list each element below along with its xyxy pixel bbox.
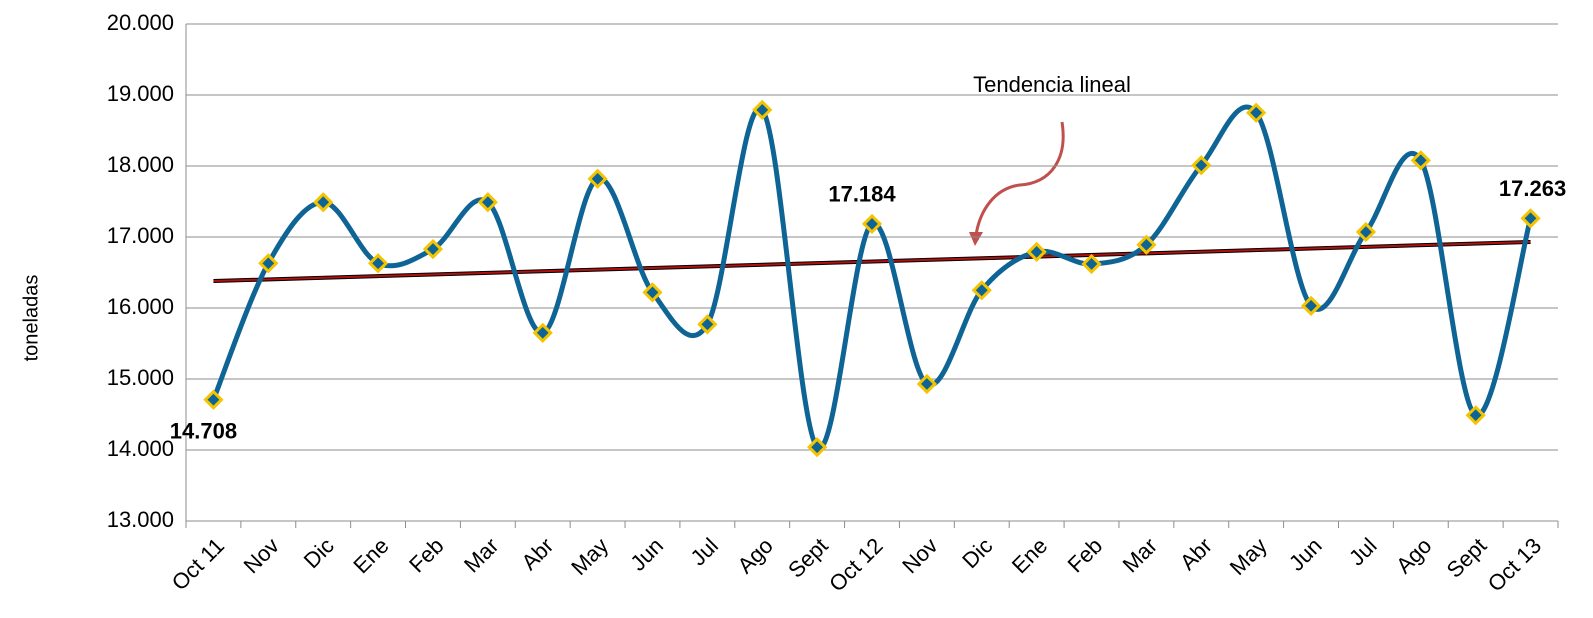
data-label: 17.184 [828, 182, 896, 207]
x-tick-label: Abr [1175, 533, 1217, 575]
marker [1300, 295, 1322, 316]
marker [916, 373, 938, 395]
marker [587, 168, 608, 189]
x-tick-label: Oct 13 [1483, 533, 1547, 597]
marker [1081, 253, 1102, 275]
data-label: 17.263 [1499, 176, 1566, 201]
annotation-arrowhead [969, 232, 983, 246]
y-tick-label: 16.000 [107, 294, 174, 319]
annotation-arrow [974, 121, 1065, 236]
marker [1355, 221, 1377, 243]
x-tick-label: Jun [625, 533, 668, 576]
marker [477, 192, 498, 213]
y-tick-label: 13.000 [107, 507, 174, 532]
marker [697, 314, 718, 335]
marker [203, 389, 224, 410]
x-tick-label: Oct 12 [824, 533, 888, 597]
marker [532, 322, 553, 343]
y-tick-label: 18.000 [107, 152, 174, 177]
y-tick-label: 15.000 [107, 365, 174, 390]
marker [1520, 208, 1541, 229]
marker [1465, 405, 1486, 426]
y-tick-label: 17.000 [107, 223, 174, 248]
x-tick-label: Mar [459, 533, 503, 577]
marker [1246, 102, 1267, 123]
y-axis-label: toneladas [20, 275, 42, 362]
annotation: Tendencia lineal [973, 72, 1131, 97]
y-tick-label: 14.000 [107, 436, 174, 461]
marker [1026, 241, 1047, 263]
x-tick-label: Abr [516, 533, 558, 575]
y-tick-label: 20.000 [107, 10, 174, 35]
marker [1136, 234, 1157, 255]
marker [642, 282, 663, 303]
x-tick-label: Ene [1007, 533, 1052, 578]
x-tick-label: Oct 11 [167, 533, 229, 595]
line [211, 104, 1533, 451]
marker [971, 280, 992, 301]
x-tick-label: May [566, 533, 613, 580]
marker [806, 437, 828, 458]
y-tick-label: 19.000 [107, 81, 174, 106]
marker [422, 238, 444, 260]
trendline [213, 240, 1531, 283]
x-tick-label: Dic [957, 533, 997, 573]
x-tick-label: Ago [1391, 533, 1436, 578]
x-tick-label: Feb [1063, 533, 1107, 577]
x-tick-label: Jun [1284, 533, 1327, 576]
x-tick-label: Nov [897, 533, 942, 578]
marker [258, 253, 279, 274]
x-tick-label: Feb [404, 533, 448, 577]
x-tick-label: Ago [733, 533, 778, 578]
x-tick-label: Mar [1118, 533, 1162, 577]
marker [367, 253, 389, 274]
x-tick-label: May [1225, 533, 1272, 580]
marker [752, 99, 773, 121]
marker [313, 192, 334, 213]
marker [861, 213, 883, 235]
marker [1191, 155, 1212, 176]
x-tick-label: Sept [783, 533, 833, 583]
x-tick-label: Sept [1442, 533, 1492, 583]
x-tick-label: Jul [685, 533, 723, 571]
x-tick-label: Ene [348, 533, 393, 578]
marker [1410, 150, 1431, 171]
x-tick-label: Nov [239, 533, 284, 578]
data-label: 14.708 [170, 419, 237, 444]
x-tick-label: Dic [299, 533, 339, 573]
x-tick-label: Jul [1344, 533, 1382, 571]
